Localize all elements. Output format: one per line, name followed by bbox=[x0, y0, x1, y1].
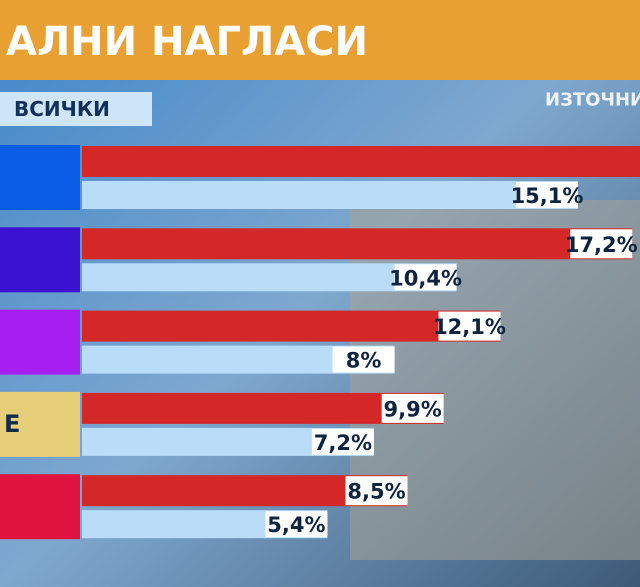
value-label: 15,1% bbox=[511, 184, 584, 208]
value-label: 9,9% bbox=[384, 397, 442, 421]
bar bbox=[82, 181, 578, 209]
bar bbox=[82, 146, 640, 177]
tab-label: ВСИЧКИ bbox=[14, 97, 110, 121]
bar bbox=[82, 228, 633, 260]
value-label: 8,5% bbox=[347, 480, 405, 504]
value-label-box bbox=[311, 428, 374, 455]
category-label: Е bbox=[4, 410, 20, 438]
value-label-box bbox=[394, 264, 457, 291]
header-title: АЛНИ НАГЛАСИ bbox=[6, 19, 368, 65]
category-box bbox=[0, 474, 80, 540]
tab bbox=[0, 92, 152, 126]
value-label: 5,4% bbox=[267, 513, 325, 537]
value-label-box bbox=[265, 511, 328, 538]
value-label-box bbox=[345, 476, 408, 506]
category-box bbox=[0, 145, 80, 210]
bar bbox=[82, 263, 457, 292]
value-label: 8% bbox=[346, 349, 382, 373]
value-label: 10,4% bbox=[389, 266, 462, 290]
value-label-box bbox=[381, 393, 444, 423]
header-bar bbox=[0, 0, 640, 80]
bar bbox=[82, 310, 501, 342]
category-box bbox=[0, 227, 80, 293]
value-label-box bbox=[516, 182, 578, 208]
value-label: 12,1% bbox=[433, 315, 506, 339]
category-box bbox=[0, 309, 80, 375]
category-box bbox=[0, 391, 80, 457]
source-label: ИЗТОЧНИ bbox=[545, 90, 640, 111]
value-label: 7,2% bbox=[314, 431, 372, 455]
value-label-box bbox=[438, 311, 501, 341]
value-label-box bbox=[332, 346, 395, 373]
value-label: 17,2% bbox=[565, 233, 638, 257]
value-label-box bbox=[570, 229, 633, 259]
